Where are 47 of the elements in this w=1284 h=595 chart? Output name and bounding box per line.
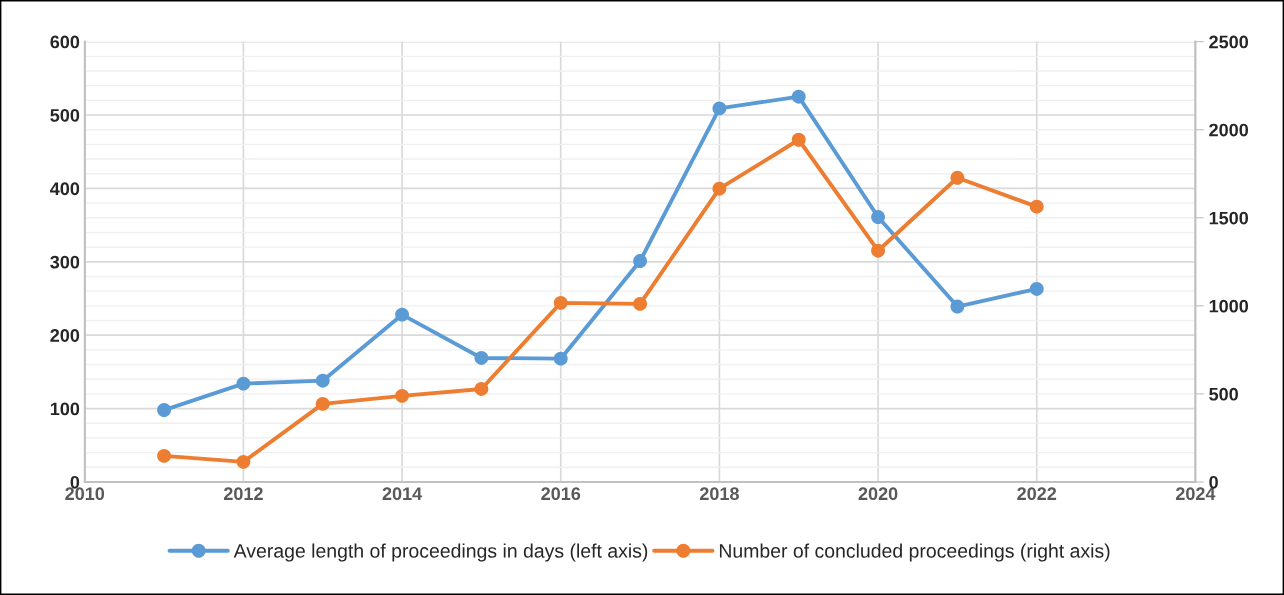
- point: [315, 396, 330, 411]
- point: [395, 388, 410, 403]
- y-tick-label: 500: [50, 108, 80, 122]
- legend-label: Average length of proceedings in days (left axis): [233, 543, 648, 562]
- x-tick-label: 2012: [223, 487, 263, 501]
- x-tick-label: 2024: [1175, 487, 1216, 501]
- point: [553, 351, 568, 366]
- x-tick-label: 2016: [541, 487, 581, 501]
- point: [474, 350, 489, 365]
- x-tick-label: 2022: [1017, 487, 1057, 501]
- point: [1029, 199, 1044, 214]
- x-tick-label: 2010: [65, 487, 105, 501]
- y-tick-label: 600: [50, 35, 80, 49]
- y2-tick-label: 2500: [1209, 35, 1249, 49]
- y2-tick-label: 1500: [1209, 211, 1249, 225]
- x-tick-label: 2018: [699, 487, 739, 501]
- y-tick-label: 100: [50, 402, 80, 416]
- point: [791, 89, 806, 104]
- y2-tick-label: 1000: [1209, 299, 1249, 313]
- point: [315, 373, 330, 388]
- point: [871, 243, 886, 258]
- point: [871, 210, 886, 224]
- point: [712, 101, 727, 116]
- point: [474, 382, 489, 396]
- point: [791, 132, 806, 147]
- x-tick-label: 2014: [382, 487, 423, 501]
- point: [553, 295, 568, 310]
- point: [1029, 282, 1044, 296]
- point: [236, 376, 251, 391]
- point: [633, 296, 648, 311]
- point: [712, 181, 727, 196]
- y-tick-label: 0: [70, 475, 80, 489]
- point: [395, 307, 410, 322]
- point: [950, 170, 965, 185]
- point: [236, 454, 251, 469]
- x-tick-label: 2020: [858, 487, 898, 501]
- y-tick-label: 200: [50, 329, 80, 342]
- y2-tick-label: 2000: [1209, 123, 1249, 137]
- point: [633, 254, 648, 269]
- point: [157, 403, 172, 417]
- point: [950, 299, 965, 314]
- y-tick-label: 300: [50, 255, 80, 269]
- legend-label: Number of concluded proceedings (right axis): [719, 543, 1110, 562]
- y-tick-label: 400: [50, 182, 80, 196]
- point: [157, 448, 172, 463]
- y2-tick-label: 500: [1209, 387, 1238, 401]
- y2-tick-label: 0: [1209, 475, 1218, 489]
